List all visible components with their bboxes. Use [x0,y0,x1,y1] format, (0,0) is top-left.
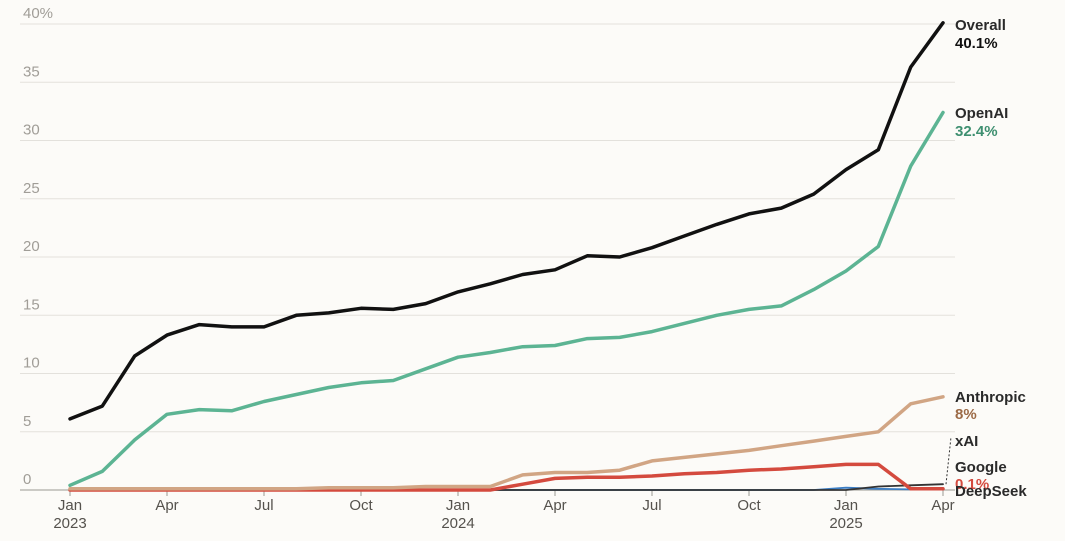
series-value-openai: 32.4% [955,123,998,140]
x-tick-label: Jul [642,497,661,514]
y-tick-label: 5 [23,413,31,430]
x-tick-label: Jan [834,497,858,514]
series-label-overall: Overall [955,17,1006,34]
series-value-google: 0.1% [955,476,989,493]
y-tick-label: 25 [23,180,40,197]
x-tick-label: Jul [254,497,273,514]
series-line-google [68,462,945,492]
x-tick-label: Apr [931,497,954,514]
y-tick-label: 35 [23,63,40,80]
x-tick-label: Apr [155,497,178,514]
x-tick-label: Apr [543,497,566,514]
series-label-google: Google [955,459,1007,476]
y-tick-label: 15 [23,296,40,313]
series-label-openai: OpenAI [955,105,1008,122]
x-tick-label: Oct [349,497,373,514]
series-label-deepseek: DeepSeek [955,483,1027,500]
series-label-xai: xAI [955,433,978,450]
series-line-overall [68,21,945,421]
series-lines [68,21,945,492]
y-tick-label: 30 [23,122,40,139]
x-tick-year: 2024 [441,515,474,532]
series-label-anthropic: Anthropic [955,389,1026,406]
xai-leader-line [945,436,952,485]
x-tick-year: 2023 [53,515,86,532]
x-tick-year: 2025 [829,515,862,532]
series-value-overall: 40.1% [955,35,998,52]
y-axis-ticks: 0 5 10 15 20 25 30 35 40% [23,5,53,488]
series-value-anthropic: 8% [955,406,977,423]
y-tick-label: 20 [23,238,40,255]
grid-lines [20,23,955,491]
x-tick-label: Jan [58,497,82,514]
y-tick-label: 40% [23,5,53,22]
x-tick-label: Jan [446,497,470,514]
y-tick-label: 0 [23,471,31,488]
x-tick-label: Oct [737,497,761,514]
series-line-openai [68,110,945,488]
y-tick-label: 10 [23,355,40,372]
series-line-anthropic [68,395,945,491]
